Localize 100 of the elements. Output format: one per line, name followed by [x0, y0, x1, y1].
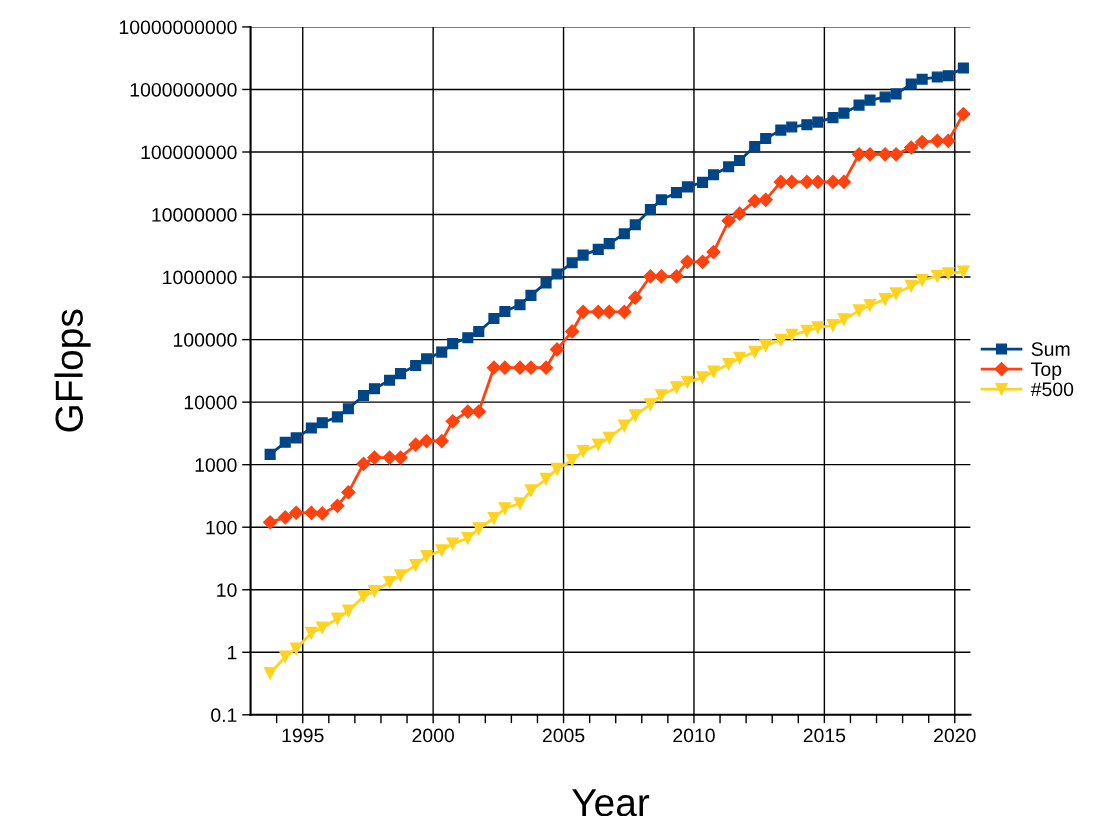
- point: [773, 174, 788, 190]
- point: [315, 506, 330, 521]
- point: [461, 532, 475, 545]
- point: [811, 321, 825, 334]
- point: [681, 375, 694, 389]
- point: [264, 448, 276, 460]
- point: [435, 544, 448, 557]
- point: [758, 192, 773, 207]
- point: [263, 515, 278, 530]
- point: [878, 293, 892, 306]
- point: [394, 368, 407, 380]
- point: [357, 590, 370, 603]
- point: [878, 147, 893, 162]
- point: [827, 112, 839, 124]
- y-tick-label: 10000000000: [119, 20, 237, 35]
- point: [905, 78, 917, 90]
- point: [786, 121, 798, 133]
- x-tick-label: 2015: [803, 728, 846, 743]
- y-tick-label: 10: [217, 583, 237, 597]
- point: [941, 133, 956, 148]
- point: [592, 243, 604, 255]
- point: [915, 273, 929, 287]
- point: [915, 135, 930, 150]
- point: [576, 444, 590, 458]
- y-tick-label: 1000000: [163, 270, 237, 285]
- point: [879, 91, 891, 103]
- point: [851, 147, 867, 162]
- point: [540, 277, 552, 289]
- legend-label: Top: [1031, 362, 1062, 380]
- legend-label: Sum: [1031, 342, 1070, 357]
- point: [577, 249, 589, 261]
- point: [838, 107, 850, 119]
- point: [889, 147, 904, 162]
- point: [655, 194, 667, 206]
- point: [889, 287, 903, 300]
- point: [487, 512, 501, 525]
- point: [290, 432, 302, 444]
- y-axis-title: GFlops: [54, 309, 91, 432]
- point: [759, 339, 772, 352]
- point: [420, 549, 433, 563]
- point: [800, 324, 814, 338]
- y-tick-label: 0.1: [211, 708, 237, 723]
- point: [941, 267, 955, 280]
- point: [367, 450, 382, 465]
- x-axis-title: Year: [572, 789, 650, 816]
- point: [576, 304, 591, 320]
- point: [774, 333, 788, 347]
- point: [957, 265, 970, 278]
- point: [707, 169, 720, 181]
- point: [316, 417, 328, 429]
- point: [628, 290, 643, 305]
- point: [931, 270, 944, 283]
- point: [801, 119, 813, 131]
- point: [446, 537, 459, 550]
- point: [549, 342, 565, 357]
- point: [890, 88, 902, 100]
- x-tick-label: 2020: [934, 728, 976, 743]
- point: [956, 106, 971, 122]
- point: [864, 94, 876, 106]
- point: [419, 433, 434, 449]
- point: [775, 124, 787, 136]
- point: [602, 431, 616, 445]
- point: [669, 269, 684, 284]
- point: [643, 269, 658, 284]
- point: [916, 73, 928, 85]
- point: [497, 360, 512, 375]
- x-tick-label: 2000: [412, 728, 455, 743]
- point: [904, 140, 919, 155]
- x-tick-label: 2005: [542, 728, 585, 743]
- point: [512, 360, 528, 375]
- point: [696, 371, 709, 384]
- point: [382, 450, 397, 465]
- point: [263, 667, 277, 680]
- point: [278, 510, 293, 525]
- point: [748, 345, 761, 359]
- point: [591, 438, 605, 451]
- point: [591, 304, 606, 320]
- point: [368, 383, 381, 395]
- point: [394, 569, 407, 582]
- point: [525, 289, 537, 301]
- point: [836, 174, 852, 190]
- point: [341, 485, 356, 500]
- point: [863, 298, 877, 312]
- point: [644, 204, 656, 216]
- point: [331, 411, 343, 423]
- point: [904, 279, 918, 293]
- point: [602, 304, 617, 320]
- point: [629, 219, 641, 231]
- point: [957, 62, 969, 74]
- point: [551, 268, 563, 280]
- point: [486, 360, 501, 375]
- point: [733, 351, 746, 365]
- point: [445, 414, 460, 429]
- point: [421, 353, 433, 365]
- point: [629, 409, 642, 422]
- point: [566, 257, 578, 269]
- point: [723, 161, 735, 173]
- point: [721, 213, 736, 228]
- point: [707, 365, 720, 379]
- point: [931, 71, 943, 83]
